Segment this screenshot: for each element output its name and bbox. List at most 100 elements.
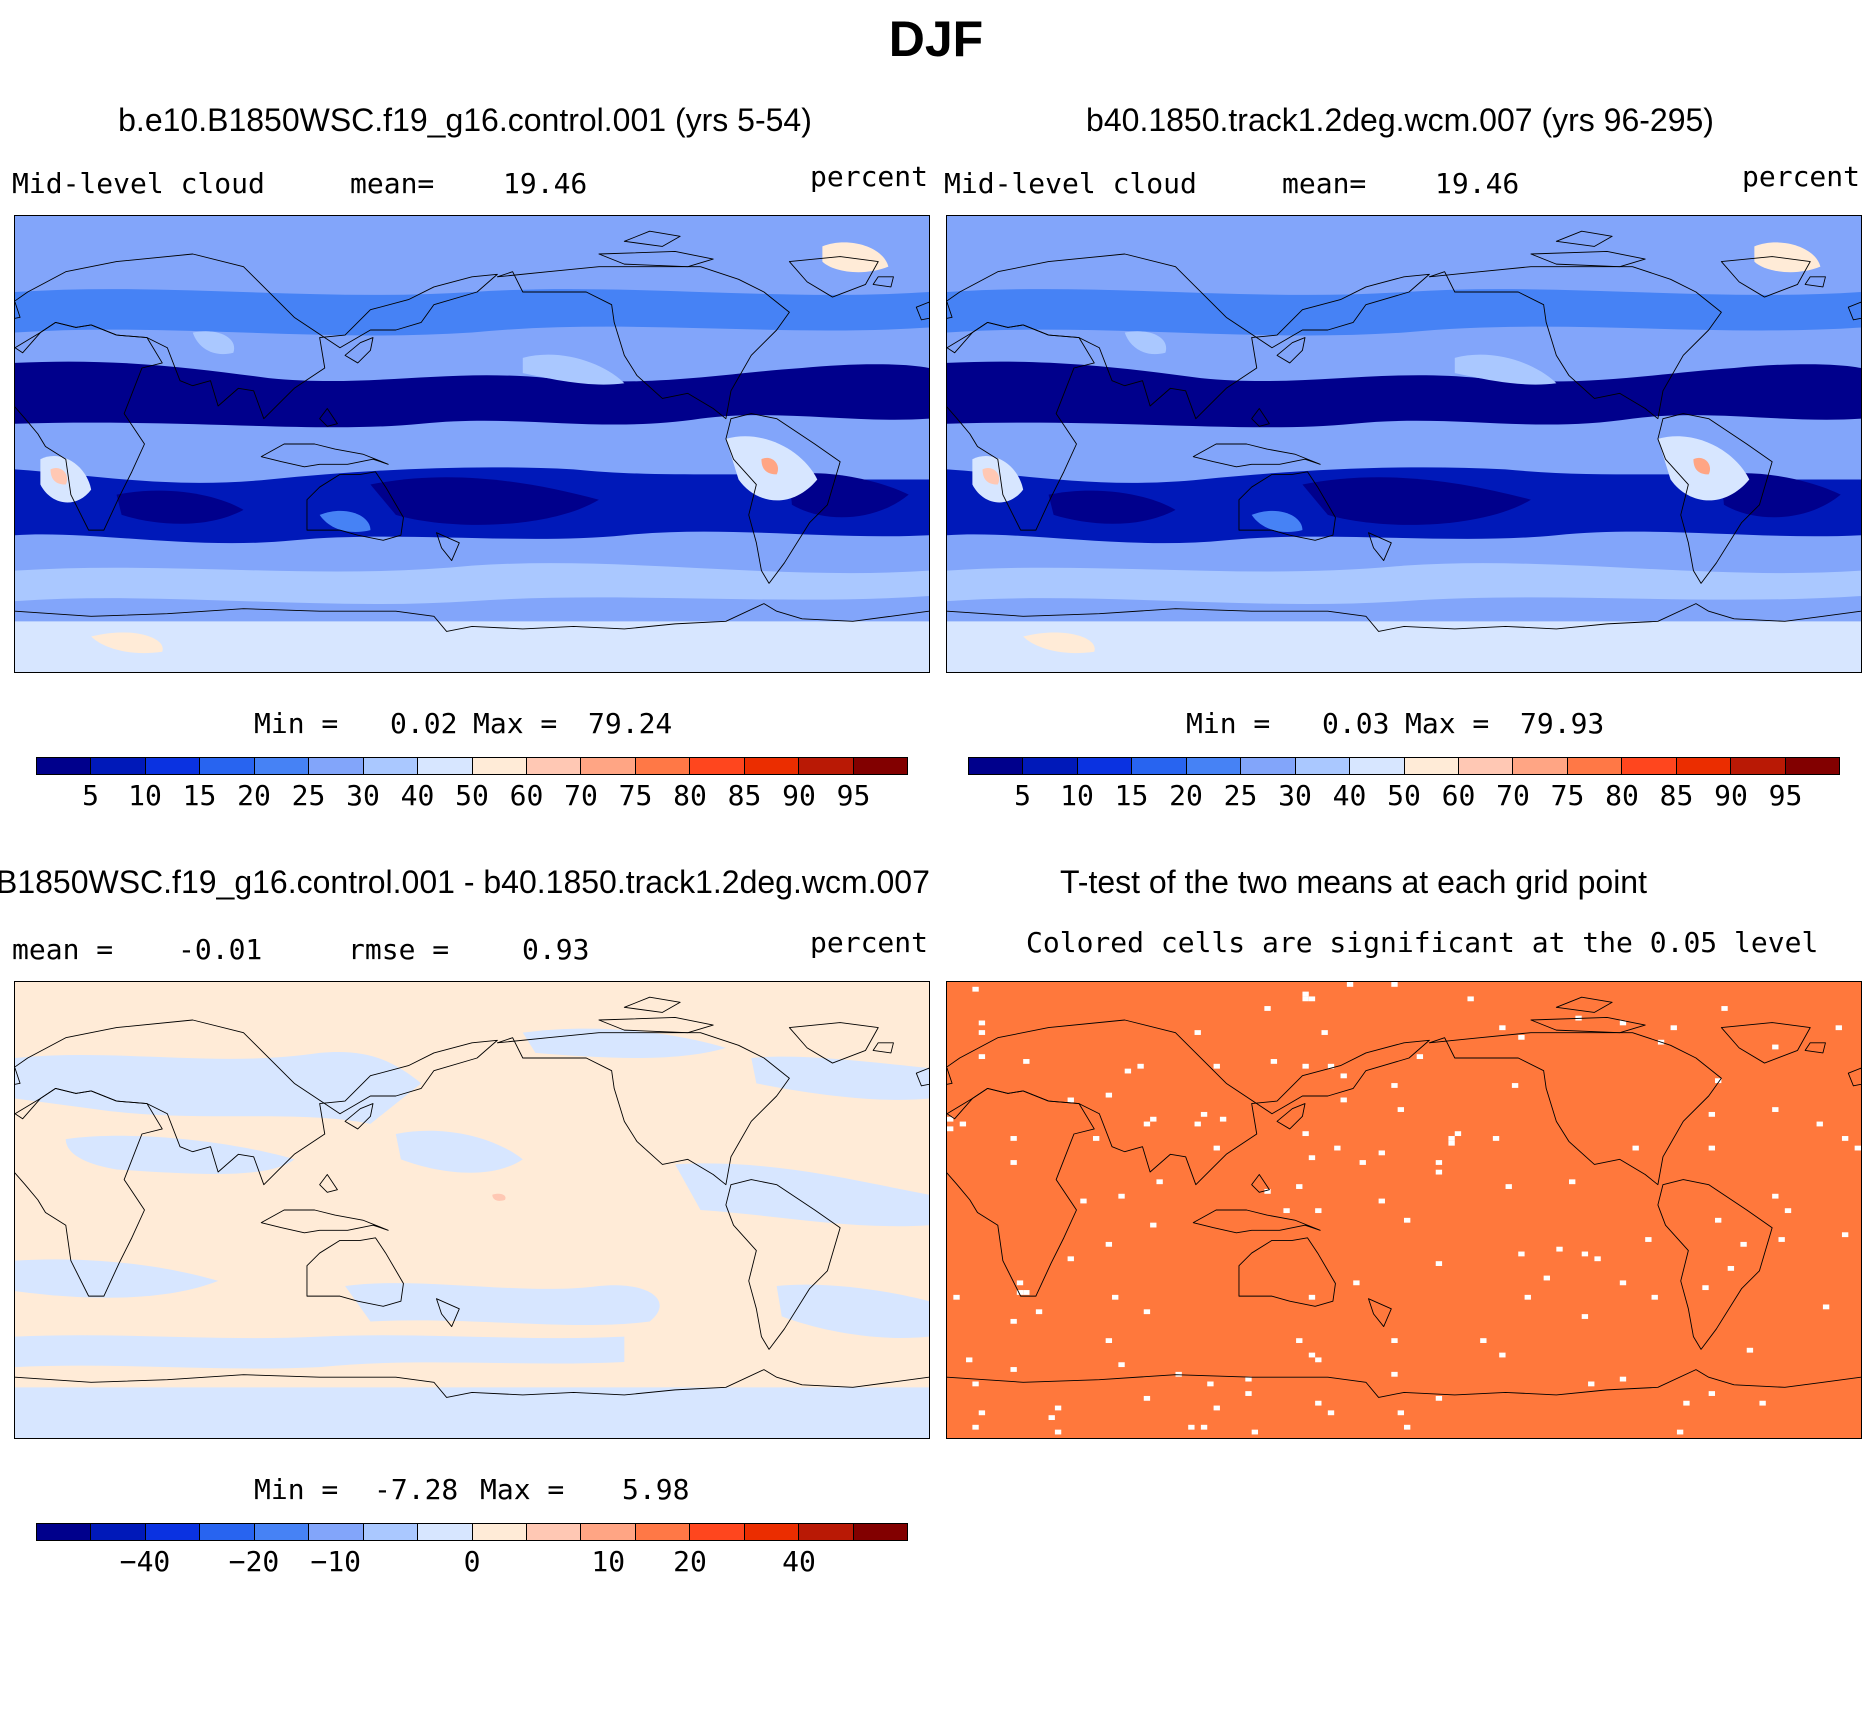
colorbar-tick-label: 40	[400, 779, 435, 812]
coastline-10	[15, 1043, 893, 1053]
contour-band-60-greenland	[822, 242, 889, 273]
panel1-mean-value: 19.46	[503, 167, 588, 200]
colorbar-tick-label: 70	[564, 779, 598, 812]
panel2-mean-label: mean=	[1282, 167, 1367, 200]
colorbar-box	[308, 758, 363, 774]
colorbar-box	[525, 1524, 581, 1540]
coastline-4	[307, 1238, 403, 1306]
insignificant-cell	[1594, 1256, 1601, 1262]
contour-band-40-asia	[192, 331, 235, 355]
colorbar-box	[580, 1524, 635, 1540]
insignificant-cell	[1302, 991, 1309, 997]
colorbar-box	[689, 1524, 744, 1540]
panel2-title: b40.1850.track1.2deg.wcm.007 (yrs 96-295…	[1086, 102, 1714, 138]
insignificant-cell	[1835, 1025, 1842, 1031]
coastline-14	[1556, 231, 1612, 246]
coastline-1	[947, 1020, 1429, 1185]
insignificant-cell	[1245, 1391, 1252, 1396]
panel3-mean-label: mean =	[12, 933, 114, 966]
colorbar-box	[1294, 758, 1350, 774]
insignificant-cell	[1010, 1318, 1017, 1324]
insignificant-cell	[1715, 1078, 1722, 1084]
colorbar-box	[253, 1524, 309, 1540]
insignificant-cell	[1194, 1030, 1201, 1035]
contour-band-5-atlantic	[789, 473, 909, 518]
colorbar-box	[1566, 758, 1622, 774]
colorbar-tick-label: 0	[463, 1545, 481, 1578]
colorbar-tick-label: 95	[836, 779, 871, 812]
coastline-4	[1239, 472, 1335, 540]
insignificant-cell	[972, 1381, 979, 1387]
colorbar-tick-label: 25	[1223, 779, 1258, 812]
insignificant-cell	[1302, 1063, 1309, 1069]
coastline-6	[1252, 409, 1270, 427]
colorbar-box	[852, 1524, 907, 1540]
colorbar-tick-label: 90	[782, 779, 816, 812]
insignificant-cell	[1105, 1241, 1113, 1247]
insignificant-cell	[1302, 1131, 1309, 1137]
contour-band-5-pacific	[370, 477, 599, 525]
insignificant-cell	[1556, 1246, 1563, 1252]
contour-band-40-south	[15, 563, 929, 604]
panel3-mean-value: -0.01	[178, 933, 263, 966]
insignificant-cell	[978, 1410, 986, 1416]
contour-band-25-australia	[1251, 510, 1303, 533]
coastline-2	[1429, 267, 1721, 419]
insignificant-cell	[1137, 1063, 1144, 1069]
insignificant-cell	[1143, 1121, 1151, 1127]
coastline-12	[947, 1370, 1861, 1398]
colorbar-box	[798, 758, 853, 774]
insignificant-cell	[1340, 1097, 1347, 1103]
panel2-min-value: 0.03	[1322, 707, 1390, 740]
insignificant-cell	[1080, 1198, 1087, 1204]
insignificant-cell	[1010, 1367, 1017, 1372]
insignificant-cell	[1404, 1424, 1411, 1430]
colorbar-box	[37, 1524, 91, 1540]
contour-band-neg10-0-5	[675, 1163, 929, 1227]
coastline-3	[726, 1180, 840, 1350]
colorbar-tick-label: −40	[119, 1545, 171, 1578]
colorbar-box	[969, 758, 1023, 774]
contour-band-neg10-0-4	[345, 1283, 660, 1326]
insignificant-cell	[1112, 1294, 1119, 1300]
contour-band-neg10-0-3	[15, 1259, 219, 1298]
insignificant-cell	[1308, 1155, 1316, 1161]
coastline-5	[261, 444, 388, 467]
contour-band-5-north	[15, 361, 929, 428]
colorbar-tick-label: 60	[509, 779, 544, 812]
insignificant-cell	[1200, 1111, 1208, 1117]
colorbar-box	[1349, 758, 1404, 774]
insignificant-cell	[1702, 1285, 1709, 1291]
insignificant-cell	[1175, 1371, 1182, 1377]
insignificant-cell	[1740, 1241, 1747, 1247]
coastline-3	[726, 414, 840, 584]
insignificant-cell	[947, 1126, 954, 1132]
contour-band-5-indian	[116, 490, 244, 524]
insignificant-cell	[1207, 1381, 1214, 1387]
colorbar-box	[1185, 758, 1241, 774]
insignificant-cell	[1340, 1073, 1347, 1079]
insignificant-cell	[1327, 1410, 1335, 1416]
insignificant-cell	[1397, 1107, 1404, 1112]
insignificant-cell	[1588, 1381, 1595, 1387]
insignificant-cell	[1391, 982, 1398, 987]
insignificant-cell	[1772, 1107, 1779, 1112]
insignificant-cell	[1391, 1338, 1398, 1343]
coastline-1	[947, 254, 1429, 419]
coastline-2	[1429, 1033, 1721, 1185]
panel1-colorbar: 5 10 15 20 25 30 40 50 60 70 75 80 85 90 95	[36, 757, 908, 812]
coastline-6	[320, 409, 338, 427]
insignificant-cell	[1143, 1309, 1151, 1315]
contour-band-neg10-0-1	[65, 1135, 295, 1174]
colorbar-box	[362, 758, 418, 774]
colorbar-tick-label: 15	[182, 779, 217, 812]
insignificant-cell	[1143, 1395, 1151, 1401]
contour-band-5-north	[947, 361, 1861, 428]
insignificant-cell	[1645, 1237, 1652, 1242]
insignificant-cell	[1118, 1362, 1125, 1368]
contour-band-60-greenland	[1754, 242, 1821, 273]
insignificant-cell	[1010, 1136, 1017, 1141]
coastline-3	[1658, 1180, 1772, 1350]
insignificant-cell	[1023, 1059, 1030, 1064]
panel3-max-label: Max =	[480, 1473, 565, 1506]
